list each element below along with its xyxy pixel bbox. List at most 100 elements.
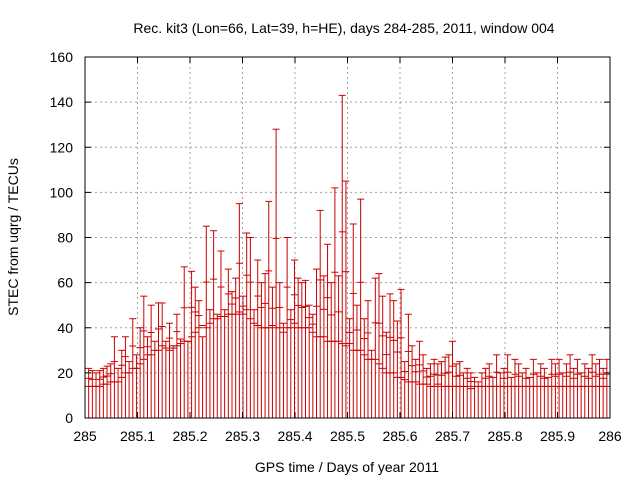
data-point (401, 361, 409, 418)
data-point (522, 367, 530, 418)
data-point (147, 304, 155, 418)
data-point (353, 304, 361, 418)
data-point (173, 313, 181, 418)
data-point (371, 277, 379, 418)
data-point (419, 354, 427, 418)
data-point (537, 363, 545, 418)
x-tick-label: 285.3 (225, 428, 260, 444)
data-point (478, 372, 486, 418)
data-point (449, 340, 456, 418)
data-point (228, 291, 236, 418)
data-point (507, 376, 515, 418)
data-point (584, 367, 592, 418)
data-point (250, 309, 258, 418)
data-point (570, 367, 578, 418)
data-point (526, 376, 534, 418)
data-point (143, 336, 151, 418)
data-point (294, 277, 302, 418)
data-point (195, 300, 203, 418)
data-point (213, 313, 221, 418)
data-point (360, 318, 368, 418)
data-point (265, 200, 273, 418)
data-point (559, 372, 567, 418)
data-point (463, 367, 471, 418)
data-point (121, 336, 129, 418)
data-point (210, 230, 218, 418)
data-point (96, 370, 104, 418)
data-point (335, 275, 343, 418)
data-point (324, 243, 332, 418)
data-point (471, 376, 479, 418)
data-point (254, 259, 262, 418)
data-point (555, 358, 563, 418)
x-tick-label: 285.1 (120, 428, 155, 444)
y-tick-label: 120 (50, 139, 74, 155)
data-point (474, 381, 482, 418)
data-point (268, 286, 276, 418)
data-point (581, 363, 589, 418)
y-axis-label: STEC from uqrg / TECUs (5, 158, 21, 316)
grid-lines (85, 57, 610, 418)
data-point (467, 372, 475, 418)
x-tick-label: 285.6 (382, 428, 417, 444)
y-tick-label: 0 (65, 410, 73, 426)
data-point (386, 293, 394, 418)
data-point (151, 340, 159, 418)
data-point (460, 372, 468, 418)
axis-ticks: 285 285.1 285.2 285.3 285.4 285.5 285.6 285.7 28… (50, 49, 622, 444)
data-point (485, 363, 493, 418)
data-point (518, 372, 526, 418)
y-tick-label: 160 (50, 49, 74, 65)
data-point (305, 304, 313, 418)
data-point (368, 349, 376, 418)
data-point (140, 295, 148, 418)
data-point (397, 288, 405, 418)
data-point (500, 367, 508, 418)
data-point (331, 187, 339, 418)
data-point (287, 309, 295, 418)
data-point (430, 358, 438, 418)
data-point (177, 338, 185, 418)
data-point (599, 367, 607, 418)
data-point (515, 363, 523, 418)
data-point (364, 300, 372, 418)
data-point (511, 358, 519, 418)
data-point (169, 345, 177, 418)
data-point (320, 275, 328, 418)
x-tick-label: 285.7 (435, 428, 470, 444)
data-point (290, 259, 298, 418)
data-point (390, 300, 398, 418)
data-point (166, 322, 174, 418)
data-point (496, 372, 504, 418)
data-point (338, 94, 346, 418)
data-point (346, 318, 354, 418)
data-point (243, 232, 251, 418)
data-point (158, 302, 166, 418)
data-point (162, 340, 170, 418)
data-point (298, 282, 306, 418)
data-point (588, 354, 596, 418)
chart-title: Rec. kit3 (Lon=66, Lat=39, h=HE), days 2… (133, 20, 554, 36)
data-point (309, 313, 317, 418)
data-point (327, 282, 335, 418)
data-point (441, 356, 449, 418)
data-point (357, 198, 365, 418)
data-point (412, 358, 420, 418)
x-tick-label: 285.5 (330, 428, 365, 444)
data-point (349, 223, 357, 418)
data-point (191, 286, 199, 418)
x-tick-label: 285.9 (540, 428, 575, 444)
data-point (180, 266, 188, 418)
data-point (103, 365, 111, 418)
data-point (221, 309, 229, 418)
data-point (551, 363, 559, 418)
data-point (437, 361, 445, 418)
data-point (136, 327, 144, 418)
data-point (279, 322, 287, 418)
data-point (125, 361, 133, 418)
data-point (415, 340, 423, 418)
data-point (577, 372, 585, 418)
data-point (434, 363, 442, 418)
data-point (456, 361, 464, 418)
